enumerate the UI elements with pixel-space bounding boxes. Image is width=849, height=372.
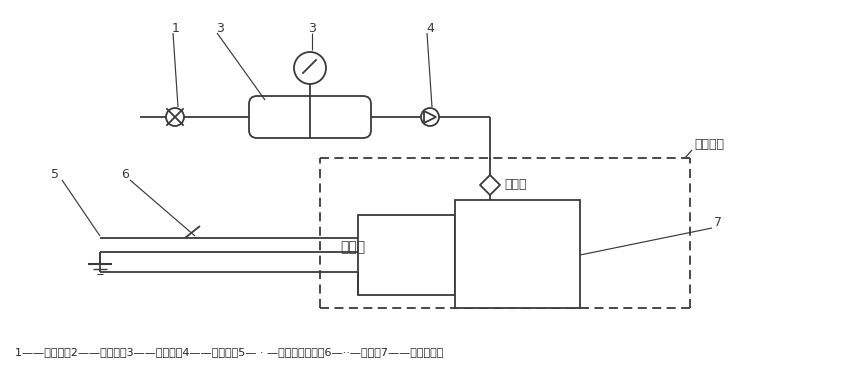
Bar — [358, 215, 455, 295]
Text: 4: 4 — [426, 22, 434, 35]
Text: 抽气口: 抽气口 — [340, 240, 365, 254]
Text: 3: 3 — [308, 22, 316, 35]
Bar — [455, 200, 580, 308]
Text: 6: 6 — [121, 169, 129, 182]
Polygon shape — [424, 111, 436, 123]
Text: 5: 5 — [51, 169, 59, 182]
Text: 3: 3 — [216, 22, 224, 35]
Text: 排气口: 排气口 — [504, 179, 526, 192]
FancyBboxPatch shape — [249, 96, 371, 138]
Text: 1——截止阀；2——真空罐；3——压力表；4——单向阀；5— · —直流稳压电源；6—··—开关；7——电动真空泵: 1——截止阀；2——真空罐；3——压力表；4——单向阀；5— · —直流稳压电源… — [15, 347, 443, 357]
Text: 7: 7 — [714, 217, 722, 230]
Text: 高低温筱: 高低温筱 — [694, 138, 724, 151]
Text: 1: 1 — [172, 22, 180, 35]
